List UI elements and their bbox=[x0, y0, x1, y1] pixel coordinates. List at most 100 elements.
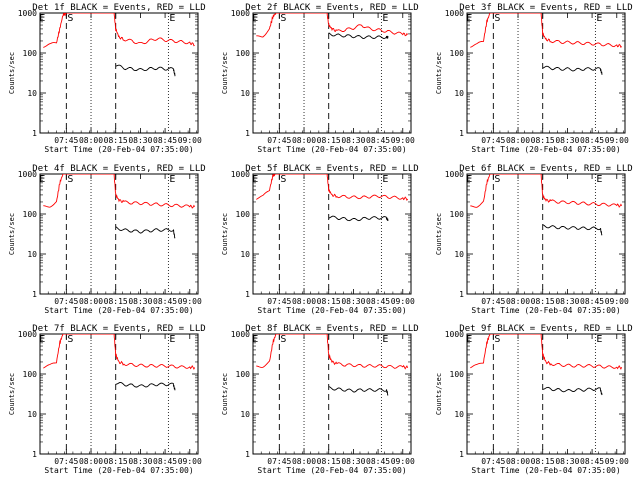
series-line-events bbox=[542, 224, 603, 236]
detector-panel-9: Det 9f BLACK = Events, RED = LLD 1 10 100 10… bbox=[435, 324, 633, 475]
y-tick-label: 1000 bbox=[231, 170, 250, 179]
y-tick-label: 100 bbox=[23, 210, 38, 219]
panel-title: Det 8f BLACK = Events, RED = LLD bbox=[245, 324, 418, 334]
end-marker-label: E bbox=[39, 334, 45, 345]
series-line-lld bbox=[256, 174, 409, 202]
x-tick-label: 08:15 bbox=[531, 457, 555, 466]
plot-frame bbox=[252, 333, 412, 455]
y-tick-label: 1000 bbox=[231, 9, 250, 18]
x-tick-label: 08:30 bbox=[341, 136, 365, 145]
end-marker-label: E bbox=[252, 13, 258, 24]
y-tick-label: 100 bbox=[236, 210, 251, 219]
y-tick-label: 1000 bbox=[231, 330, 250, 339]
x-tick-label: 08:00 bbox=[292, 136, 316, 145]
end-marker-label: E bbox=[169, 174, 175, 185]
x-axis-label: Start Time (20-Feb-04 07:35:00) bbox=[471, 145, 620, 154]
x-tick-label: 08:30 bbox=[555, 457, 579, 466]
end-marker-label: E bbox=[382, 13, 388, 24]
series-line-lld bbox=[43, 174, 196, 209]
end-marker-label: E bbox=[466, 334, 472, 345]
x-tick-label: 09:00 bbox=[605, 297, 629, 306]
y-axis-label: Counts/sec bbox=[8, 213, 16, 255]
y-tick-label: 100 bbox=[450, 49, 465, 58]
x-axis-label: Start Time (20-Feb-04 07:35:00) bbox=[257, 145, 406, 154]
series-line-events bbox=[542, 65, 603, 75]
y-tick-label: 100 bbox=[23, 49, 38, 58]
x-axis-label: Start Time (20-Feb-04 07:35:00) bbox=[44, 466, 193, 475]
y-tick-label: 1000 bbox=[18, 9, 37, 18]
x-tick-label: 07:45 bbox=[481, 297, 505, 306]
detector-panel-2: Det 2f BLACK = Events, RED = LLD 1 10 100 10… bbox=[221, 3, 419, 154]
x-tick-label: 08:00 bbox=[79, 136, 103, 145]
x-tick-label: 09:00 bbox=[178, 136, 202, 145]
series-line-lld bbox=[470, 13, 623, 49]
x-tick-label: 08:30 bbox=[128, 297, 152, 306]
y-tick-label: 100 bbox=[236, 370, 251, 379]
series-line-events bbox=[328, 32, 389, 39]
start-marker-label: S bbox=[494, 334, 500, 345]
x-tick-label: 08:45 bbox=[580, 136, 604, 145]
y-tick-label: 1 bbox=[245, 450, 250, 459]
series-line-lld bbox=[470, 334, 623, 370]
x-axis-label: Start Time (20-Feb-04 07:35:00) bbox=[44, 145, 193, 154]
x-tick-label: 08:30 bbox=[341, 297, 365, 306]
plot-frame bbox=[39, 333, 199, 455]
x-tick-label: 07:45 bbox=[267, 136, 291, 145]
x-tick-label: 07:45 bbox=[267, 297, 291, 306]
series-group bbox=[256, 334, 409, 396]
x-tick-label: 08:15 bbox=[531, 136, 555, 145]
y-tick-label: 100 bbox=[236, 49, 251, 58]
y-axis-label: Counts/sec bbox=[8, 373, 16, 415]
y-tick-label: 1000 bbox=[445, 170, 464, 179]
x-axis-label: Start Time (20-Feb-04 07:35:00) bbox=[471, 466, 620, 475]
series-group bbox=[43, 174, 196, 239]
x-tick-label: 08:00 bbox=[292, 457, 316, 466]
x-tick-label: 07:45 bbox=[54, 297, 78, 306]
panel-title: Det 2f BLACK = Events, RED = LLD bbox=[245, 3, 418, 13]
x-tick-label: 09:00 bbox=[605, 136, 629, 145]
plot-frame bbox=[466, 12, 626, 134]
y-tick-label: 1 bbox=[459, 129, 464, 138]
y-tick-label: 1 bbox=[245, 129, 250, 138]
x-tick-label: 08:30 bbox=[341, 457, 365, 466]
x-axis-label: Start Time (20-Feb-04 07:35:00) bbox=[257, 306, 406, 315]
y-tick-label: 100 bbox=[23, 370, 38, 379]
plot-frame bbox=[252, 12, 412, 134]
x-tick-label: 08:45 bbox=[153, 136, 177, 145]
end-marker-label: E bbox=[466, 13, 472, 24]
start-marker-label: S bbox=[280, 174, 286, 185]
series-group bbox=[256, 174, 409, 222]
x-tick-label: 08:15 bbox=[317, 457, 341, 466]
y-tick-label: 10 bbox=[240, 89, 250, 98]
x-tick-label: 08:00 bbox=[506, 136, 530, 145]
detector-panel-6: Det 6f BLACK = Events, RED = LLD 1 10 100 10… bbox=[435, 164, 633, 315]
detector-panel-7: Det 7f BLACK = Events, RED = LLD 1 10 100 10… bbox=[8, 324, 206, 475]
x-tick-label: 08:15 bbox=[104, 297, 128, 306]
x-tick-label: 07:45 bbox=[481, 457, 505, 466]
y-axis-label: Counts/sec bbox=[221, 213, 229, 255]
end-marker-label: E bbox=[169, 13, 175, 24]
y-axis-label: Counts/sec bbox=[435, 213, 443, 255]
end-marker-label: E bbox=[252, 334, 258, 345]
end-marker-label: E bbox=[39, 13, 45, 24]
series-group bbox=[43, 13, 195, 77]
series-line-lld bbox=[43, 13, 195, 48]
x-axis-label: Start Time (20-Feb-04 07:35:00) bbox=[44, 306, 193, 315]
x-tick-label: 08:30 bbox=[555, 297, 579, 306]
x-tick-label: 07:45 bbox=[267, 457, 291, 466]
x-tick-label: 08:15 bbox=[317, 297, 341, 306]
series-line-events bbox=[542, 386, 603, 396]
x-tick-label: 08:45 bbox=[366, 457, 390, 466]
panel-title: Det 1f BLACK = Events, RED = LLD bbox=[32, 3, 205, 13]
start-marker-label: S bbox=[280, 334, 286, 345]
x-tick-label: 08:45 bbox=[366, 297, 390, 306]
y-tick-label: 10 bbox=[454, 89, 464, 98]
detector-panel-5: Det 5f BLACK = Events, RED = LLD 1 10 100 10… bbox=[221, 164, 419, 315]
plot-frame bbox=[39, 173, 199, 295]
series-line-events bbox=[328, 215, 389, 222]
y-axis-label: Counts/sec bbox=[435, 373, 443, 415]
end-marker-label: E bbox=[596, 13, 602, 24]
detector-panel-8: Det 8f BLACK = Events, RED = LLD 1 10 100 10… bbox=[221, 324, 419, 475]
y-tick-label: 10 bbox=[240, 410, 250, 419]
y-tick-label: 1000 bbox=[445, 9, 464, 18]
